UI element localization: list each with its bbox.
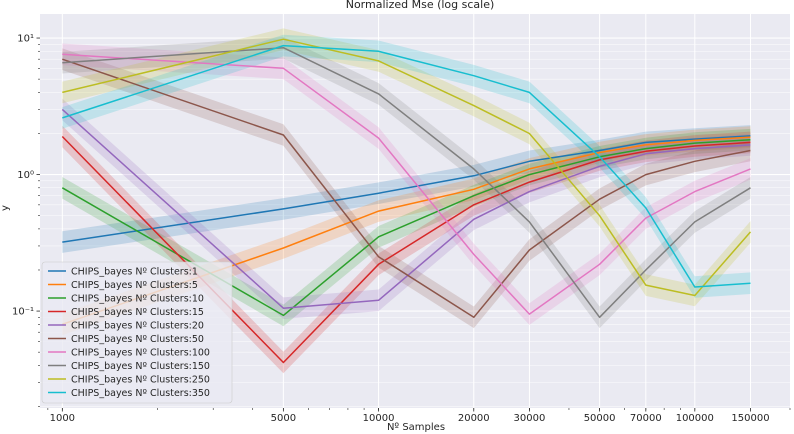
legend-label: CHIPS_bayes Nº Clusters:150	[71, 361, 210, 372]
legend: CHIPS_bayes Nº Clusters:1 CHIPS_bayes Nº …	[41, 261, 233, 404]
grid-lines	[40, 14, 790, 408]
legend-label: CHIPS_bayes Nº Clusters:5	[71, 280, 198, 291]
x-tick-label: 150000	[731, 413, 769, 424]
series-line	[61, 138, 751, 317]
x-tick-label: 30000	[514, 413, 546, 424]
series-line	[62, 135, 751, 243]
series-line	[62, 44, 751, 288]
series-line	[62, 136, 751, 326]
x-axis-label: Nº Samples	[387, 422, 445, 433]
legend-label: CHIPS_bayes Nº Clusters:50	[71, 334, 204, 345]
series-lines	[61, 38, 752, 364]
chart-title: Normalized Mse (log scale)	[346, 0, 495, 11]
series-line	[61, 108, 751, 309]
x-tick-label: 5000	[271, 413, 296, 424]
x-tick-label: 10000	[363, 413, 395, 424]
series-line	[62, 53, 751, 315]
x-tick-label: 70000	[630, 413, 662, 424]
legend-label: CHIPS_bayes Nº Clusters:350	[71, 388, 210, 399]
series-line	[62, 38, 752, 297]
y-tick-label: 10⁻¹	[12, 307, 34, 318]
series-band	[62, 128, 751, 327]
y-axis-label: y	[0, 205, 11, 211]
y-tick-label: 10⁰	[17, 170, 34, 181]
legend-label: CHIPS_bayes Nº Clusters:250	[71, 374, 210, 385]
series-line	[61, 135, 751, 364]
x-tick-label: 100000	[676, 413, 714, 424]
series-line	[62, 46, 751, 319]
series-band	[62, 34, 751, 298]
legend-label: CHIPS_bayes Nº Clusters:20	[71, 320, 204, 331]
x-tick-label: 20000	[458, 413, 490, 424]
legend-label: CHIPS_bayes Nº Clusters:1	[71, 266, 198, 277]
y-axis-ticks: 10⁻¹ 10⁰ 10¹	[12, 34, 40, 407]
x-tick-label: 1000	[50, 413, 75, 424]
legend-label: CHIPS_bayes Nº Clusters:10	[71, 293, 204, 304]
series-band	[62, 36, 751, 329]
legend-label: CHIPS_bayes Nº Clusters:100	[71, 347, 210, 358]
legend-label: CHIPS_bayes Nº Clusters:15	[71, 307, 204, 318]
series-band	[62, 28, 751, 307]
y-tick-label: 10¹	[17, 34, 34, 45]
x-axis-ticks: 1000 5000 10000 20000 30000 50000 70000 100000 1…	[47, 408, 791, 424]
x-tick-label: 50000	[584, 413, 616, 424]
legend-box	[41, 261, 233, 404]
series-line	[62, 58, 751, 319]
